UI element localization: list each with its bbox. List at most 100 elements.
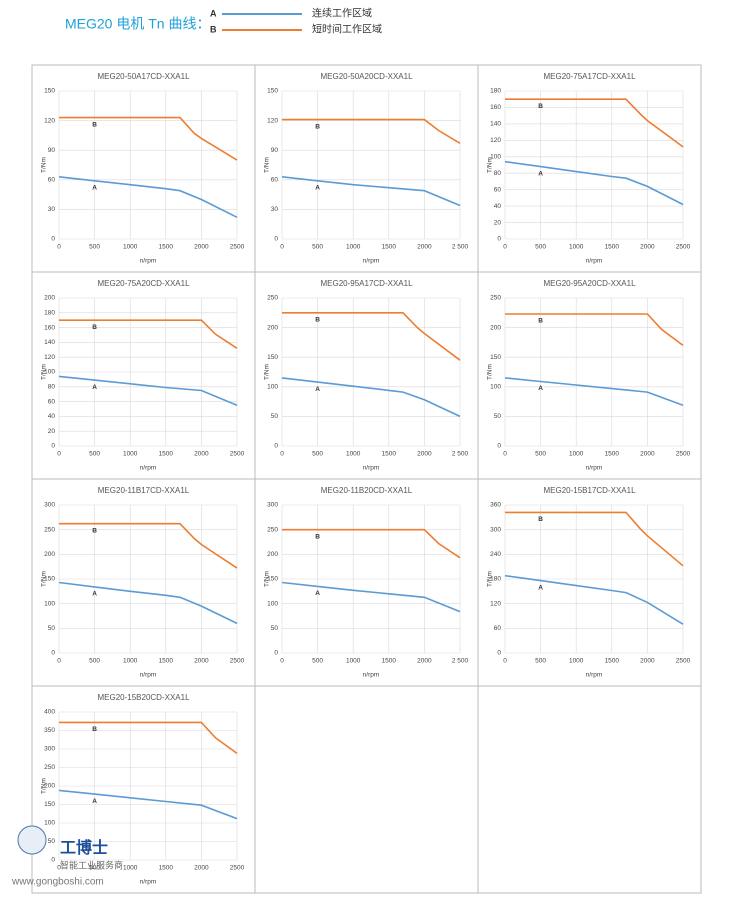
y-tick-label: 120	[490, 137, 501, 144]
x-tick-label: 1500	[382, 658, 397, 665]
chart-title: MEG20-50A20CD-XXA1L	[320, 72, 413, 81]
y-tick-label: 100	[44, 820, 55, 827]
y-tick-label: 250	[267, 295, 278, 302]
series-label: B	[538, 103, 543, 110]
y-tick-label: 50	[271, 625, 279, 632]
x-tick-label: 1500	[382, 451, 397, 458]
x-tick-label: 500	[89, 244, 100, 251]
series-label: A	[315, 185, 320, 192]
y-tick-label: 80	[494, 170, 502, 177]
x-tick-label: 500	[535, 244, 546, 251]
series-line	[505, 313, 684, 347]
y-tick-label: 240	[490, 551, 501, 558]
y-tick-label: 50	[48, 625, 56, 632]
y-tick-label: 250	[44, 764, 55, 771]
x-tick-label: 1500	[159, 658, 174, 665]
x-tick-label: 1500	[159, 865, 174, 872]
x-tick-label: 2000	[194, 658, 209, 665]
y-tick-label: 150	[267, 576, 278, 583]
y-axis-label: T/Nm	[41, 364, 48, 380]
series-label: A	[92, 591, 97, 598]
y-tick-label: 0	[51, 236, 55, 243]
y-tick-label: 300	[44, 502, 55, 509]
x-tick-label: 1500	[605, 658, 620, 665]
x-tick-label: 2000	[194, 865, 209, 872]
series-label: A	[538, 170, 543, 177]
y-tick-label: 20	[494, 219, 502, 226]
series-label: B	[92, 726, 97, 733]
series-line	[282, 312, 461, 361]
x-tick-label: 2500	[676, 658, 691, 665]
series-label: B	[538, 516, 543, 523]
x-tick-label: 2 500	[452, 658, 469, 665]
x-tick-label: 2000	[640, 451, 655, 458]
y-axis-label: T/Nm	[41, 571, 48, 587]
series-line	[58, 581, 238, 625]
x-tick-label: 2500	[230, 658, 245, 665]
y-tick-label: 250	[490, 295, 501, 302]
x-tick-label: 2000	[194, 451, 209, 458]
x-tick-label: 2500	[230, 244, 245, 251]
x-axis-label: n/rpm	[363, 465, 380, 472]
y-tick-label: 60	[48, 398, 56, 405]
y-tick-label: 60	[494, 186, 502, 193]
x-tick-label: 0	[57, 244, 61, 251]
panel-border	[477, 685, 702, 894]
y-tick-label: 150	[44, 801, 55, 808]
y-tick-label: 0	[51, 443, 55, 450]
x-tick-label: 2000	[417, 244, 432, 251]
y-tick-label: 180	[490, 576, 501, 583]
y-tick-label: 180	[490, 88, 501, 95]
x-tick-label: 1000	[569, 451, 584, 458]
chart-title: MEG20-95A20CD-XXA1L	[543, 279, 636, 288]
y-tick-label: 120	[267, 117, 278, 124]
y-tick-label: 360	[490, 502, 501, 509]
x-tick-label: 0	[57, 451, 61, 458]
y-tick-label: 140	[490, 121, 501, 128]
y-tick-label: 0	[274, 443, 278, 450]
y-tick-label: 140	[44, 339, 55, 346]
y-tick-label: 200	[44, 551, 55, 558]
y-tick-label: 90	[271, 147, 279, 154]
x-tick-label: 2000	[640, 244, 655, 251]
y-tick-label: 200	[44, 295, 55, 302]
x-tick-label: 2500	[230, 865, 245, 872]
x-tick-label: 500	[89, 865, 100, 872]
x-tick-label: 0	[503, 244, 507, 251]
y-tick-label: 150	[490, 354, 501, 361]
x-tick-label: 1000	[569, 658, 584, 665]
legend-key: A	[210, 8, 217, 18]
chart-title: MEG20-75A17CD-XXA1L	[543, 72, 636, 81]
chart-title: MEG20-15B20CD-XXA1L	[97, 693, 190, 702]
series-label: B	[92, 527, 97, 534]
series-label: A	[538, 584, 543, 591]
x-tick-label: 0	[280, 451, 284, 458]
y-tick-label: 100	[44, 369, 55, 376]
x-tick-label: 500	[312, 658, 323, 665]
y-axis-label: T/Nm	[41, 157, 48, 173]
y-axis-label: T/Nm	[264, 157, 271, 173]
y-tick-label: 200	[267, 324, 278, 331]
series-label: B	[315, 123, 320, 130]
series-line	[281, 581, 461, 613]
x-axis-label: n/rpm	[586, 258, 603, 265]
y-tick-label: 50	[271, 413, 279, 420]
y-tick-label: 0	[274, 650, 278, 657]
series-line	[505, 511, 684, 567]
series-line	[58, 176, 238, 219]
x-tick-label: 1000	[123, 244, 138, 251]
x-tick-label: 1500	[159, 244, 174, 251]
brand: 工博士	[60, 838, 108, 857]
series-label: A	[538, 385, 543, 392]
series-line	[505, 98, 684, 148]
y-tick-label: 60	[271, 177, 279, 184]
x-tick-label: 500	[89, 451, 100, 458]
series-line	[59, 522, 238, 569]
series-label: B	[315, 317, 320, 324]
x-tick-label: 2500	[230, 451, 245, 458]
y-tick-label: 200	[267, 551, 278, 558]
y-tick-label: 180	[44, 310, 55, 317]
x-tick-label: 500	[535, 451, 546, 458]
y-tick-label: 100	[44, 600, 55, 607]
